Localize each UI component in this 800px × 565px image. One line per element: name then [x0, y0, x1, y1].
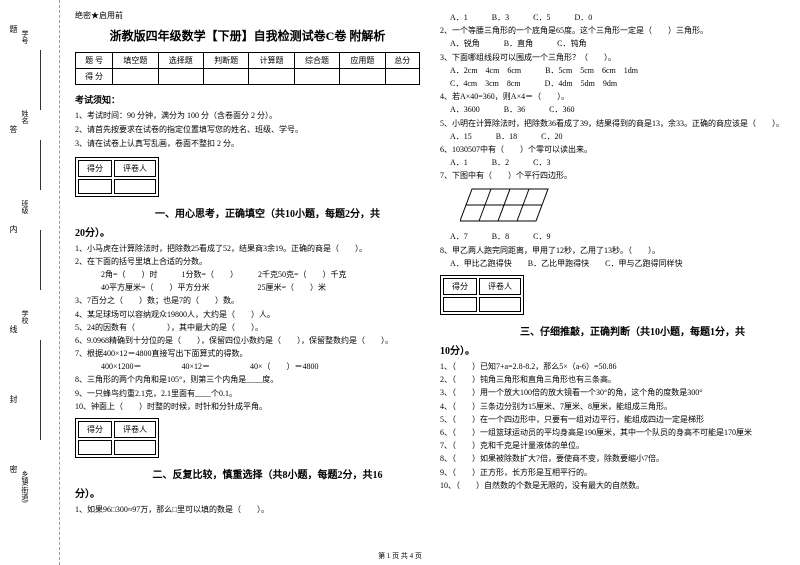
q3-2: 2、（ ）钝角三角形和直角三角形也有三条高。	[440, 374, 785, 385]
page-footer: 第 1 页 共 4 页	[0, 551, 800, 561]
q2-5-opts: A．15 B．18 C．20	[450, 131, 785, 142]
exam-title: 浙教版四年级数学【下册】自我检测试卷C卷 附解析	[75, 27, 420, 44]
q3-10: 10、（ ）自然数的个数是无限的，没有最大的自然数。	[440, 480, 785, 491]
gutter-line	[40, 50, 41, 110]
q3-4: 4、（ ）三条边分别为15厘米、7厘米、8厘米，能组成三角形。	[440, 401, 785, 412]
parallelogram-diagram	[460, 187, 550, 223]
q1-2: 2、在下面的括号里填上合适的分数。	[75, 256, 420, 267]
gutter-label-id: 学号	[20, 30, 30, 44]
td: 得 分	[76, 69, 113, 85]
gutter-char-3: 内	[8, 225, 19, 233]
q2-6-opts: A．1 B．2 C．3	[450, 157, 785, 168]
score-label: 得分	[78, 421, 112, 438]
gutter-label-town: 乡镇(街道)	[20, 470, 30, 503]
q1-7: 7、根据400×12＝4800直接写出下面算式的得数。	[75, 348, 420, 359]
th: 计算题	[249, 53, 294, 69]
th: 填空题	[113, 53, 158, 69]
notice-item: 2、请首先按要求在试卷的指定位置填写您的姓名、班级、学号。	[75, 124, 420, 135]
score-input-box-2: 得分评卷人	[75, 418, 159, 458]
q1-1: 1、小马虎在计算除法时，把除数25看成了52，结果商3余19。正确的商是（ ）。	[75, 243, 420, 254]
q3-3: 3、（ ）用一个放大100倍的放大镜看一个30°的角，这个角的度数是300°	[440, 387, 785, 398]
q2-8: 8、甲乙两人跑完同距离，甲用了12秒，乙用了13秒。（ ）。	[440, 245, 785, 256]
gutter-char-6: 密	[8, 465, 19, 473]
gutter-line	[40, 340, 41, 440]
q2-7-opts: A．7 B．8 C．9	[450, 231, 785, 242]
q1-5: 5、24的因数有（ ），其中最大的是（ ）。	[75, 322, 420, 333]
gutter-char-5: 封	[8, 395, 19, 403]
q2-7: 7、下图中有（ ）个平行四边形。	[440, 170, 785, 181]
q2-4: 4、若A×40=360，则A×4＝（ ）。	[440, 91, 785, 102]
notice-heading: 考试须知：	[75, 93, 420, 106]
gutter-char-4: 线	[8, 325, 19, 333]
q2-1: 1、如果96□300≈97万，那么□里可以填的数是（ ）。	[75, 504, 420, 515]
score-label: 得分	[78, 160, 112, 177]
q2-6: 6、1030507中有（ ）个零可以读出来。	[440, 144, 785, 155]
section-2-title: 二、反复比较，慎重选择（共8小题，每题2分，共16	[75, 466, 420, 481]
q3-6: 6、（ ）一组篮球运动员的平均身高是190厘米，其中一个队员的身高不可能是170…	[440, 427, 785, 438]
section-1-title-cont: 20分）。	[75, 224, 420, 239]
q3-5: 5、（ ）在一个四边形中，只要有一组对边平行，能组成四边一定是梯形	[440, 414, 785, 425]
q3-8: 8、（ ）如果被除数扩大7倍，要使商不变，除数要缩小7倍。	[440, 453, 785, 464]
q2-5: 5、小明在计算除法时，把除数36看成了39，结果得到的商是13，余33。正确的商…	[440, 118, 785, 129]
q2-1-opts: A．1 B．3 C．5 D．0	[450, 12, 785, 23]
q1-2b: 40平方厘米=（ ）平方分米 25厘米=（ ）米	[85, 282, 420, 293]
q1-9: 9、一只蜂鸟约重2.1克，2.1里面有____个0.1。	[75, 388, 420, 399]
q2-3-a: A．2cm 4cm 6cm B．5cm 5cm 6cm 1dm	[450, 65, 785, 76]
binding-gutter: 学号 姓名 班级 学校 乡镇(街道) 题 答 内 线 封 密	[0, 0, 60, 565]
th: 总分	[385, 53, 419, 69]
q2-4-opts: A．3600 B．36 C．360	[450, 104, 785, 115]
right-column: A．1 B．3 C．5 D．0 2、一个等腰三角形的一个底角是65度。这个三角形…	[440, 10, 785, 555]
q1-10: 10、钟面上（ ）时整的时候，时针和分针成平角。	[75, 401, 420, 412]
notice-item: 1、考试时间：90 分钟，满分为 100 分（含卷面分 2 分）。	[75, 110, 420, 121]
th: 选择题	[158, 53, 203, 69]
score-label: 得分	[443, 278, 477, 295]
gutter-label-name: 姓名	[20, 110, 30, 124]
q1-2a: 2角=（ ）时 1分数=（ ） 2千克50克=（ ）千克	[85, 269, 420, 280]
gutter-char-1: 题	[8, 25, 19, 33]
score-input-box: 得分评卷人	[75, 157, 159, 197]
notice-item: 3、请在试卷上认真写乱画，卷面不整扣 2 分。	[75, 138, 420, 149]
grader-label: 评卷人	[479, 278, 521, 295]
th: 应用题	[340, 53, 385, 69]
score-input-box-3: 得分评卷人	[440, 275, 524, 315]
gutter-label-school: 学校	[20, 310, 30, 324]
secret-label: 绝密★启用前	[75, 10, 420, 21]
q1-3: 3、7百分之（ ）数；也是7的（ ）数。	[75, 295, 420, 306]
th: 综合题	[294, 53, 339, 69]
gutter-line	[40, 230, 41, 290]
gutter-label-class: 班级	[20, 200, 30, 214]
th: 判断题	[203, 53, 248, 69]
section-2-title-cont: 分）。	[75, 485, 420, 500]
q3-7: 7、（ ）克和千克是计量液体的单位。	[440, 440, 785, 451]
th: 题 号	[76, 53, 113, 69]
left-column: 绝密★启用前 浙教版四年级数学【下册】自我检测试卷C卷 附解析 题 号 填空题 …	[75, 10, 420, 555]
section-1-title: 一、用心思考，正确填空（共10小题，每题2分，共	[75, 205, 420, 220]
gutter-line	[40, 140, 41, 190]
section-3-title-cont: 10分）。	[440, 342, 785, 357]
q1-8: 8、三角形的两个内角和是105°，则第三个内角是____度。	[75, 374, 420, 385]
grader-label: 评卷人	[114, 421, 156, 438]
q3-1: 1、（ ）已知7+a=2.8-8.2，那么5×（a-6）=50.86	[440, 361, 785, 372]
q1-4: 4、某足球场可以容纳观众19800人，大约是（ ）人。	[75, 309, 420, 320]
q3-9: 9、（ ）正方形，长方形是互相平行的。	[440, 467, 785, 478]
q2-3: 3、下面哪组线段可以围成一个三角形？（ ）。	[440, 52, 785, 63]
score-table: 题 号 填空题 选择题 判断题 计算题 综合题 应用题 总分 得 分	[75, 52, 420, 85]
q2-2: 2、一个等腰三角形的一个底角是65度。这个三角形一定是（ ）三角形。	[440, 25, 785, 36]
q1-6: 6、9.0968精确到十分位的是（ ），保留四位小数约是（ ），保留整数约是（ …	[75, 335, 420, 346]
gutter-char-2: 答	[8, 125, 19, 133]
q2-8-opts: A．甲比乙跑得快 B．乙比甲跑得快 C．甲与乙跑得同样快	[450, 258, 785, 269]
section-3-title: 三、仔细推敲，正确判断（共10小题，每题1分，共	[440, 323, 785, 338]
grader-label: 评卷人	[114, 160, 156, 177]
q2-2-opts: A．锐角 B．直角 C．钝角	[450, 38, 785, 49]
q2-3-b: C．4cm 3cm 8cm D．4dm 5dm 9dm	[450, 78, 785, 89]
q1-7a: 400×1200＝ 40×12＝ 40×（ ）＝4800	[85, 361, 420, 372]
